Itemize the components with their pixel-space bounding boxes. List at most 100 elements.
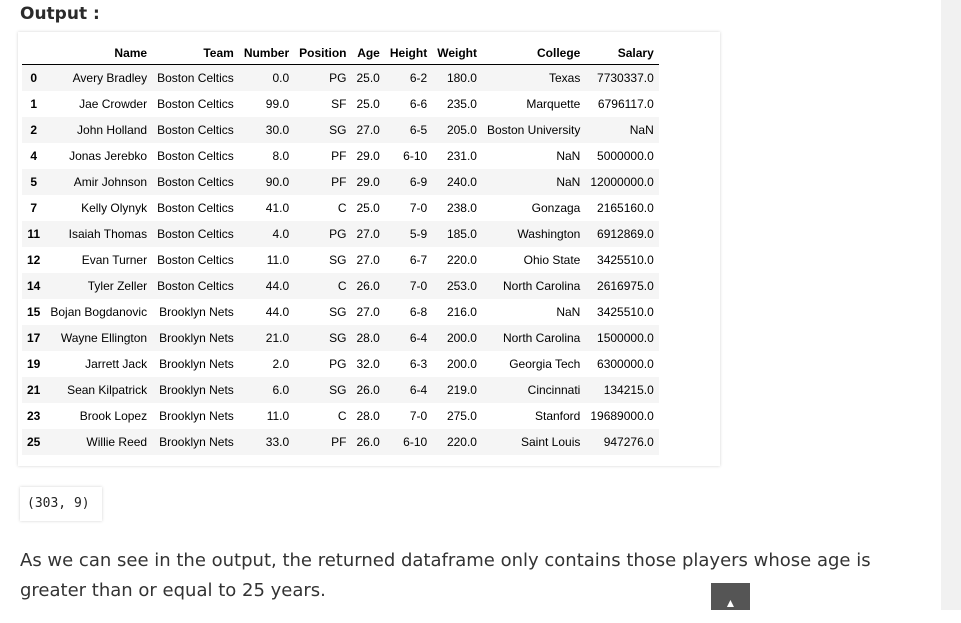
- table-cell: 28.0: [356, 331, 380, 345]
- row-index: 0: [30, 71, 38, 85]
- table-cell: 134215.0: [603, 383, 654, 397]
- table-cell: Jarrett Jack: [85, 357, 148, 371]
- table-cell: 947276.0: [603, 435, 654, 449]
- table-cell: 219.0: [446, 383, 477, 397]
- table-cell: Brooklyn Nets: [159, 383, 234, 397]
- table-cell: Bojan Bogdanovic: [50, 305, 148, 319]
- table-cell: 32.0: [356, 357, 380, 371]
- table-cell: 8.0: [272, 149, 290, 163]
- table-row: 5 Amir Johnson Boston Celtics 90.0 PF 29.0 6-9…: [22, 169, 659, 195]
- table-cell: Isaiah Thomas: [68, 227, 148, 241]
- table-cell: Boston Celtics: [157, 201, 234, 215]
- table-cell: Evan Turner: [81, 253, 148, 267]
- table-cell: 25.0: [356, 201, 380, 215]
- table-cell: 27.0: [356, 253, 380, 267]
- table-cell: 2.0: [272, 357, 290, 371]
- table-cell: 2165160.0: [597, 201, 654, 215]
- table-cell: 7-0: [409, 201, 428, 215]
- table-cell: PF: [331, 149, 347, 163]
- table-cell: Boston Celtics: [157, 149, 234, 163]
- table-cell: 26.0: [356, 279, 380, 293]
- column-header: Team: [152, 42, 239, 65]
- table-cell: 220.0: [446, 435, 477, 449]
- table-cell: 6-4: [409, 331, 428, 345]
- page-scrollbar-track[interactable]: [941, 0, 961, 610]
- table-cell: NaN: [556, 175, 581, 189]
- table-row: 7 Kelly Olynyk Boston Celtics 41.0 C 25.0 7-0 2…: [22, 195, 659, 221]
- table-cell: 6-3: [409, 357, 428, 371]
- table-cell: Ohio State: [523, 253, 581, 267]
- column-header: College: [481, 42, 586, 65]
- table-row: 17 Wayne Ellington Brooklyn Nets 21.0 SG 28.0…: [22, 325, 659, 351]
- table-cell: Texas: [549, 71, 581, 85]
- table-cell: Saint Louis: [520, 435, 581, 449]
- table-cell: 6-9: [409, 175, 428, 189]
- row-index: 11: [27, 227, 41, 241]
- table-cell: 90.0: [265, 175, 290, 189]
- table-cell: 6-6: [409, 97, 428, 111]
- table-cell: 26.0: [356, 383, 380, 397]
- table-cell: 25.0: [356, 71, 380, 85]
- table-row: 23 Brook Lopez Brooklyn Nets 11.0 C 28.0 7-0 27…: [22, 403, 659, 429]
- row-index: 17: [27, 331, 41, 345]
- column-header: Position: [294, 42, 352, 65]
- table-cell: 6796117.0: [597, 97, 654, 111]
- table-cell: 1500000.0: [597, 331, 654, 345]
- table-cell: 99.0: [265, 97, 290, 111]
- table-cell: Jonas Jerebko: [69, 149, 148, 163]
- table-cell: 6-7: [409, 253, 428, 267]
- table-cell: NaN: [556, 305, 581, 319]
- table-cell: 185.0: [446, 227, 477, 241]
- table-cell: Boston Celtics: [157, 71, 234, 85]
- column-header: Height: [384, 42, 433, 65]
- table-cell: 28.0: [356, 409, 380, 423]
- table-cell: SG: [329, 383, 347, 397]
- table-cell: 6912869.0: [597, 227, 654, 241]
- table-cell: 6-10: [403, 149, 428, 163]
- row-index: 15: [27, 305, 41, 319]
- table-cell: 27.0: [356, 305, 380, 319]
- table-cell: PG: [329, 357, 347, 371]
- table-cell: PG: [329, 227, 347, 241]
- table-cell: 11.0: [266, 253, 290, 267]
- table-cell: NaN: [629, 123, 654, 137]
- row-index: 1: [30, 97, 38, 111]
- dataframe-output: Name Team Number Position Age Height Weight Col…: [18, 32, 720, 466]
- table-cell: 2616975.0: [597, 279, 654, 293]
- table-cell: 238.0: [446, 201, 477, 215]
- table-cell: Amir Johnson: [73, 175, 148, 189]
- table-cell: 6300000.0: [597, 357, 654, 371]
- table-cell: North Carolina: [502, 331, 581, 345]
- row-index: 12: [27, 253, 41, 267]
- description-paragraph: As we can see in the output, the returne…: [20, 550, 871, 601]
- table-cell: 231.0: [446, 149, 477, 163]
- table-cell: Gonzaga: [531, 201, 581, 215]
- table-row: 11 Isaiah Thomas Boston Celtics 4.0 PG 27.0 5-…: [22, 221, 659, 247]
- table-cell: 25.0: [356, 97, 380, 111]
- table-cell: Boston Celtics: [157, 279, 234, 293]
- index-header: [22, 42, 46, 65]
- table-cell: SG: [329, 123, 347, 137]
- table-row: 25 Willie Reed Brooklyn Nets 33.0 PF 26.0 6-10…: [22, 429, 659, 455]
- row-index: 23: [27, 409, 41, 423]
- table-cell: 19689000.0: [590, 409, 654, 423]
- table-cell: Boston Celtics: [157, 123, 234, 137]
- table-cell: 27.0: [356, 123, 380, 137]
- scroll-to-top-button[interactable]: ▲: [711, 583, 750, 610]
- table-cell: SG: [329, 305, 347, 319]
- table-cell: Cincinnati: [527, 383, 581, 397]
- table-cell: Kelly Olynyk: [81, 201, 148, 215]
- table-cell: SG: [329, 331, 347, 345]
- table-cell: 200.0: [446, 357, 477, 371]
- table-cell: 5-9: [409, 227, 428, 241]
- row-index: 25: [27, 435, 41, 449]
- table-cell: 216.0: [446, 305, 477, 319]
- column-header: Salary: [585, 42, 659, 65]
- row-index: 19: [27, 357, 41, 371]
- table-cell: 11.0: [266, 409, 290, 423]
- column-header: Weight: [432, 42, 482, 65]
- table-header-row: Name Team Number Position Age Height Weight Col…: [22, 42, 659, 65]
- table-cell: 253.0: [446, 279, 477, 293]
- shape-output: (303, 9): [20, 487, 102, 521]
- table-cell: 44.0: [265, 305, 290, 319]
